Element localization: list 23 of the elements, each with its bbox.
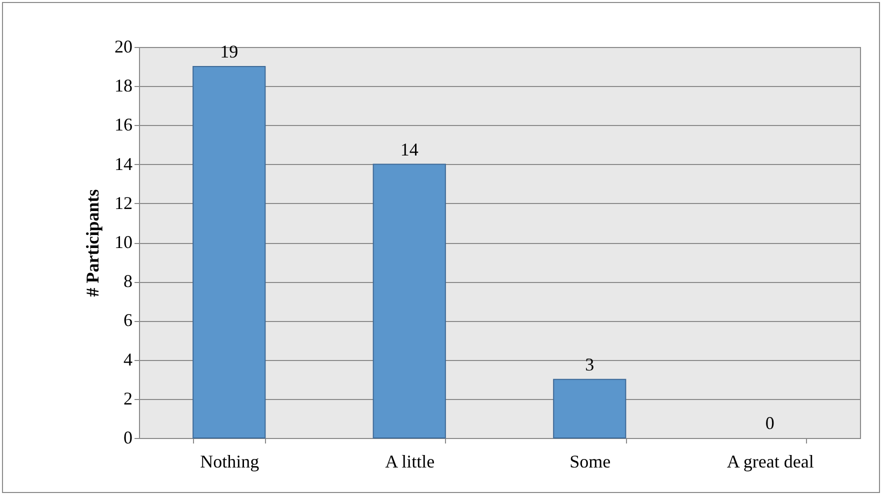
x-tick-label: A little (385, 452, 435, 472)
data-label: 14 (400, 139, 418, 160)
data-label: 19 (220, 42, 238, 62)
y-tick-label: 2 (124, 388, 132, 408)
y-tick-label: 8 (124, 271, 132, 292)
y-tick-label: 0 (124, 428, 132, 448)
x-tick-label: A great deal (726, 452, 814, 472)
bar (192, 66, 266, 438)
y-tick-label: 4 (124, 349, 132, 370)
x-tick-label: Nothing (200, 452, 260, 472)
y-tick-label: 18 (114, 76, 132, 96)
bar (553, 378, 626, 438)
y-tick-label: 14 (114, 154, 132, 174)
data-label: 0 (765, 413, 774, 433)
data-label: 3 (585, 354, 594, 374)
y-axis-title: # Participants (82, 189, 102, 297)
y-tick-label: 12 (114, 192, 132, 213)
x-tick-label: Some (570, 452, 611, 472)
y-tick-label: 10 (114, 232, 132, 252)
y-tick-label: 6 (124, 310, 132, 330)
y-tick-label: 16 (114, 114, 132, 135)
bar (372, 164, 446, 438)
y-tick-label: 20 (114, 36, 132, 56)
